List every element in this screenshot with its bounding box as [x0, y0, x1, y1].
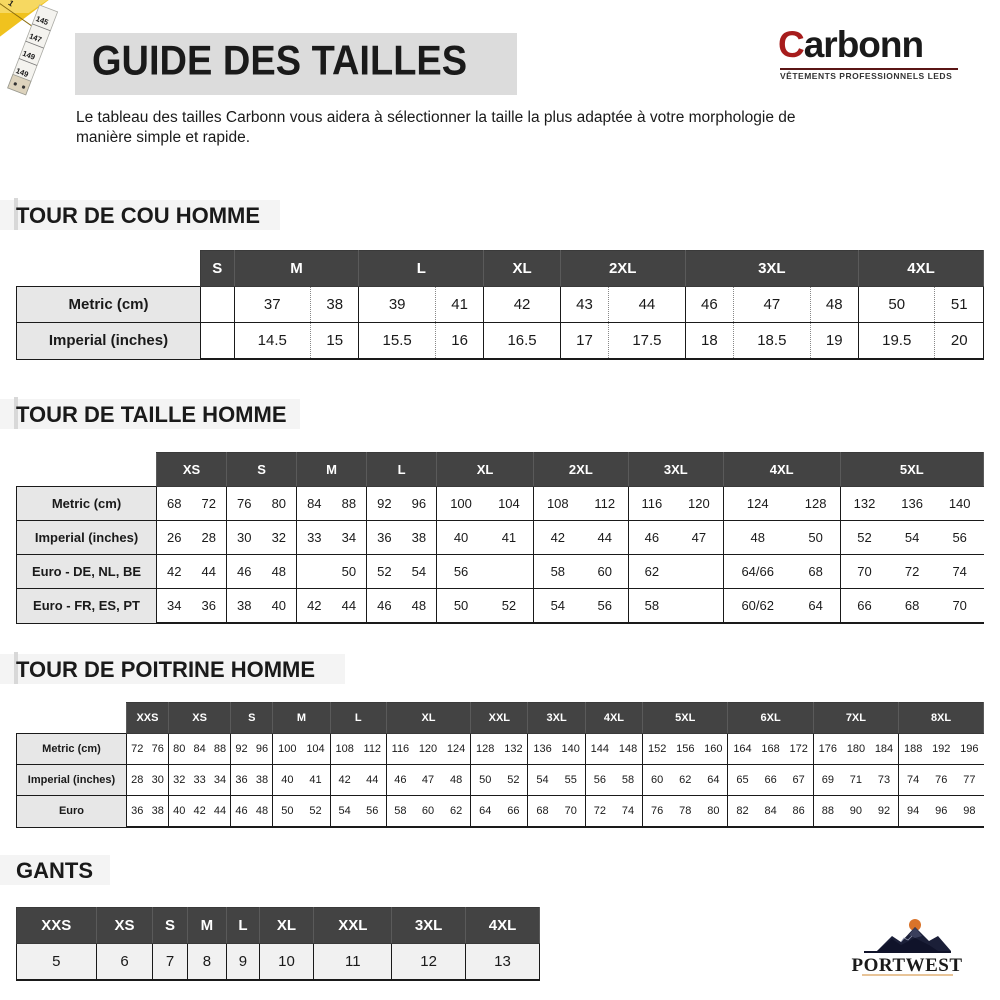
svg-text:PORTWEST: PORTWEST: [851, 955, 962, 976]
